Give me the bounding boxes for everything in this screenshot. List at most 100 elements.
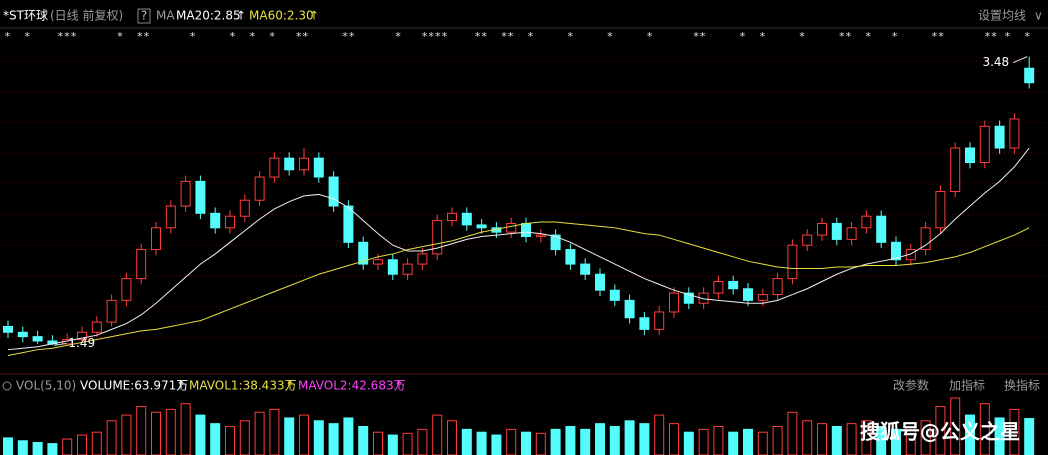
add-indicator-button[interactable]: 加指标	[949, 378, 985, 393]
settings-dropdown[interactable]: ∨	[1034, 9, 1043, 23]
volume-bar	[299, 414, 309, 455]
volume-indicator: VOL(5,10)	[16, 379, 76, 393]
candle-body	[151, 227, 161, 251]
volume-bar	[328, 423, 339, 455]
volume-bar	[639, 423, 650, 455]
candle-body	[121, 278, 132, 301]
volume-bar	[165, 408, 176, 455]
volume-bar	[387, 434, 398, 455]
volume-bar	[698, 428, 709, 455]
candle-body	[550, 234, 561, 251]
edit-params-button[interactable]: 改参数	[893, 378, 929, 393]
volume-bar	[817, 423, 827, 455]
volume-bar	[831, 426, 842, 455]
candle-body	[728, 280, 739, 290]
candle-body	[387, 259, 398, 275]
candle-body	[965, 147, 975, 164]
candle-body	[935, 191, 946, 229]
candle-body	[136, 249, 147, 280]
candle-body	[595, 273, 605, 291]
candle-body	[225, 215, 235, 229]
volume-bar	[950, 397, 961, 455]
candle-body	[580, 263, 591, 275]
volume-bar	[180, 403, 191, 455]
candle-body	[358, 241, 369, 265]
grid	[0, 60, 1048, 369]
candle-body	[3, 325, 13, 333]
candle-body	[284, 157, 295, 171]
volume-bar	[521, 431, 531, 455]
volume-bar	[994, 417, 1005, 455]
volume-bar	[1024, 418, 1035, 455]
candle-body	[373, 259, 383, 265]
candle-body	[521, 222, 531, 238]
help-button[interactable]: ?	[141, 9, 147, 23]
candle-body	[343, 205, 354, 243]
candle-body	[299, 157, 309, 171]
high-label: 3.48	[982, 55, 1009, 69]
ma20-value: MA20:2.85	[176, 9, 241, 23]
ma20-arrow: ↑	[236, 9, 246, 23]
volume-arrow: ↑	[176, 379, 186, 393]
volume-bar	[47, 443, 58, 455]
low-label: 1.49	[68, 336, 95, 350]
volume-bar	[772, 426, 783, 455]
mavol1-value: MAVOL1:38.433万	[189, 379, 297, 393]
candle-body	[1009, 118, 1020, 149]
indicator-icon[interactable]	[2, 381, 12, 391]
volume-bar	[239, 420, 250, 455]
volume-bar	[432, 414, 443, 455]
candle-body	[743, 288, 753, 301]
volume-bar	[151, 411, 161, 455]
volume-bar	[565, 426, 576, 455]
candle-body	[269, 157, 280, 178]
candle-body	[195, 180, 206, 214]
candle-body	[639, 317, 650, 330]
volume-bar	[3, 437, 13, 455]
candle-body	[17, 331, 28, 338]
volume-bar	[121, 414, 132, 455]
signal-markers: * * *** * ** * * * * ** ** * **** ** ** …	[4, 30, 1048, 43]
candle-body	[1024, 67, 1035, 84]
switch-indicator-button[interactable]: 换指标	[1004, 378, 1040, 393]
ma60-arrow: ↑	[309, 9, 319, 23]
volume-bar	[269, 408, 280, 455]
volume-bar	[728, 431, 739, 455]
volume-bar	[891, 428, 901, 455]
help-box[interactable]	[137, 8, 151, 24]
candle-body	[698, 292, 709, 304]
volume-bar	[846, 423, 857, 455]
candle-body	[787, 244, 798, 280]
mavol1-arrow: ↑	[285, 379, 295, 393]
volume-bar	[876, 426, 887, 455]
volume-bar	[713, 426, 724, 455]
volume-bar	[905, 427, 916, 455]
candle-body	[506, 222, 517, 233]
volume-bar	[743, 428, 753, 455]
volume-bar	[62, 438, 73, 455]
candle-body	[846, 227, 857, 240]
volume-bar	[683, 431, 694, 455]
candle-body	[609, 289, 620, 301]
candle-body	[757, 294, 768, 301]
volume-bar	[447, 420, 457, 455]
volume-bar	[624, 420, 635, 455]
ma-settings[interactable]: 设置均线	[978, 9, 1026, 23]
high-pointer	[1013, 56, 1028, 64]
volume-bar	[535, 432, 546, 455]
volume-bar	[402, 432, 413, 455]
volume-bar	[195, 414, 206, 455]
candle-body	[165, 205, 176, 229]
volume-bar	[979, 403, 990, 455]
volume-bar	[91, 431, 102, 455]
volume-bar	[965, 414, 975, 455]
volume-bar	[787, 411, 798, 455]
candle-body	[950, 147, 961, 193]
candle-body	[565, 249, 576, 265]
volume-bar	[476, 431, 487, 455]
watermark: 搜狐号@公义之星	[860, 420, 1020, 444]
volume-bar	[595, 423, 605, 455]
candle-body	[476, 224, 487, 229]
candle-body	[328, 176, 339, 207]
